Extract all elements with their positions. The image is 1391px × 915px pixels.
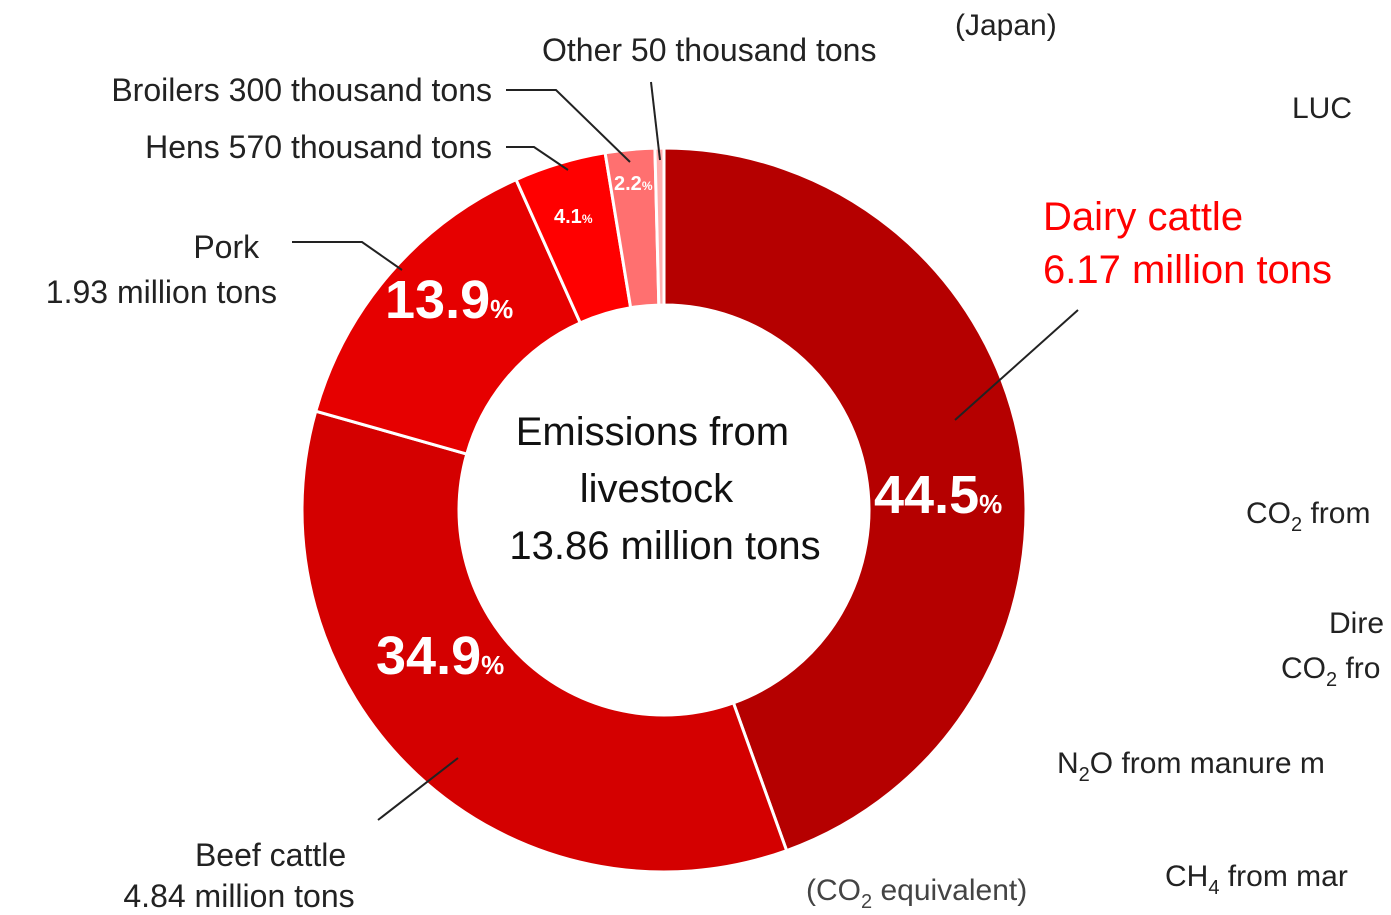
donut-slices <box>300 146 1028 874</box>
center-label-line-1: Emissions from <box>516 410 789 454</box>
donut-slice-beef-cattle <box>300 409 789 874</box>
slice-label-hens: Hens 570 thousand tons <box>145 129 492 165</box>
leader-line-broilers <box>506 89 631 163</box>
center-label: Emissions from livestock 13.86 million t… <box>509 410 820 568</box>
right-fragment-ch4: CH4 from mar <box>1165 860 1348 899</box>
leader-line-other <box>650 81 661 161</box>
center-label-line-3: 13.86 million tons <box>509 524 820 568</box>
center-label-line-2: livestock <box>580 467 734 511</box>
unit-note: (CO2 equivalent) <box>806 874 1027 913</box>
right-fragment-n2o: N2O from manure m <box>1057 747 1325 786</box>
slice-label-pork-amount: 1.93 million tons <box>46 274 277 310</box>
percent-label-dairy: 44.5% <box>874 465 1002 525</box>
region-label: (Japan) <box>955 9 1057 42</box>
slice-label-beef: Beef cattle 4.84 million tons <box>123 837 355 914</box>
leader-lines <box>292 81 1079 821</box>
leader-line-hens <box>506 146 569 171</box>
right-fragment-luc: LUC <box>1292 92 1352 125</box>
slice-label-beef-name: Beef cattle <box>195 837 346 873</box>
slice-label-dairy-name: Dairy cattle <box>1043 195 1243 239</box>
slice-label-other: Other 50 thousand tons <box>542 32 876 68</box>
slice-label-pork-name: Pork <box>193 229 260 265</box>
percent-label-hens: 4.1% <box>554 206 593 228</box>
slice-label-dairy-amount: 6.17 million tons <box>1043 248 1332 292</box>
percent-label-beef: 34.9% <box>376 626 504 686</box>
right-fragment-dire: Dire <box>1329 607 1384 640</box>
right-fragment-co2-fro: CO2 fro <box>1281 652 1380 691</box>
slice-label-dairy: Dairy cattle 6.17 million tons <box>1043 195 1332 292</box>
slice-label-pork: Pork 1.93 million tons <box>46 229 277 310</box>
donut-slice-dairy-cattle <box>662 146 1028 853</box>
slice-label-beef-amount: 4.84 million tons <box>123 878 354 914</box>
leader-line-beef <box>377 757 459 821</box>
leader-line-pork <box>292 241 403 271</box>
percent-label-broilers: 2.2% <box>614 173 653 195</box>
slice-label-broilers: Broilers 300 thousand tons <box>111 72 492 108</box>
right-fragment-co2-from: CO2 from <box>1246 497 1370 536</box>
leader-line-dairy <box>954 309 1079 421</box>
percent-label-pork: 13.9% <box>385 270 513 330</box>
